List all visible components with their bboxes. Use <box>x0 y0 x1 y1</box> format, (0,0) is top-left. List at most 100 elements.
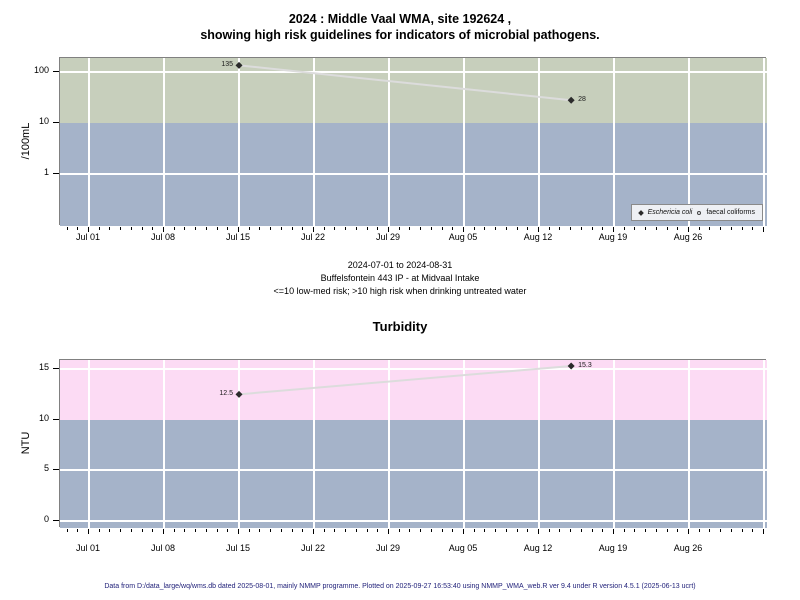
x-axis-tick <box>516 227 518 230</box>
x-axis-tick-label: Jul 22 <box>300 543 326 553</box>
x-axis-tick <box>602 227 604 230</box>
x-axis-tick <box>420 227 422 230</box>
y-axis-tick <box>53 418 59 420</box>
gridline-vertical <box>463 58 465 226</box>
x-axis-tick <box>559 529 561 532</box>
x-axis-tick <box>323 529 325 532</box>
x-axis-tick <box>763 529 764 534</box>
x-axis-tick <box>141 227 143 230</box>
x-axis-tick <box>452 529 454 532</box>
x-axis-tick <box>655 529 657 532</box>
gridline-vertical <box>163 360 165 528</box>
legend-ecoli-label: Eschericia coli <box>647 209 693 216</box>
x-axis-tick <box>302 529 304 532</box>
gridline-vertical <box>163 58 165 226</box>
high-risk-band <box>60 58 767 123</box>
gridline-vertical <box>613 360 615 528</box>
x-axis-tick-label: Aug 26 <box>673 232 703 242</box>
x-axis-tick <box>570 529 572 532</box>
ecoli-marker-icon <box>637 209 644 216</box>
x-axis-tick <box>77 529 79 532</box>
x-axis-tick <box>227 529 229 532</box>
x-axis-tick-label: Jul 29 <box>375 543 401 553</box>
x-axis-tick <box>623 227 625 230</box>
x-axis-tick <box>173 529 175 532</box>
y-axis-tick <box>53 173 59 174</box>
x-axis-tick <box>709 529 711 532</box>
x-axis-tick <box>152 529 154 532</box>
x-axis-tick <box>88 529 89 534</box>
x-axis-tick <box>655 227 657 230</box>
gridline-vertical <box>763 360 765 528</box>
x-axis-tick <box>152 227 154 230</box>
x-axis-tick <box>709 227 711 230</box>
y-axis-tick <box>53 122 59 123</box>
x-axis-tick <box>645 529 647 532</box>
x-axis-tick <box>259 529 261 532</box>
x-axis-tick <box>130 227 132 230</box>
data-point-value-label: 135 <box>221 61 233 69</box>
series-layer <box>235 61 575 104</box>
x-axis-tick <box>441 529 443 532</box>
x-axis-tick <box>548 227 550 230</box>
x-axis-tick <box>463 529 464 534</box>
gridline-vertical <box>88 58 90 226</box>
x-axis-tick <box>355 227 357 230</box>
x-axis-tick <box>238 529 239 534</box>
gridline-horizontal <box>60 368 767 370</box>
x-axis-tick <box>430 227 432 230</box>
x-axis-tick <box>398 529 400 532</box>
x-axis-tick <box>495 227 497 230</box>
y-axis-tick <box>53 520 59 521</box>
y-axis-tick-label: 10 <box>38 116 49 126</box>
y-axis-tick-label: 15 <box>38 362 49 372</box>
x-axis-tick <box>98 529 100 532</box>
x-axis-tick <box>345 529 347 532</box>
x-axis-tick <box>238 227 239 232</box>
x-axis-tick-label: Aug 12 <box>523 543 553 553</box>
caption-site: Buffelsfontein 443 IP - at Midvaal Intak… <box>320 273 480 283</box>
x-axis-tick <box>205 227 207 230</box>
x-axis-tick <box>634 529 636 532</box>
x-axis-tick <box>130 529 132 532</box>
x-axis-tick <box>173 227 175 230</box>
y-axis-tick-label: 0 <box>43 514 49 524</box>
x-axis-tick <box>752 529 754 532</box>
ecoli-y-axis-label: /100mL <box>20 122 32 160</box>
low-risk-band <box>60 419 767 528</box>
y-axis-tick-label: 5 <box>43 463 49 474</box>
x-axis-tick-label: Aug 12 <box>523 232 553 242</box>
x-axis-tick <box>720 227 722 230</box>
x-axis-tick <box>613 529 614 534</box>
x-axis-tick <box>248 227 250 230</box>
x-axis-tick-label: Aug 26 <box>673 543 703 553</box>
x-axis-tick <box>505 227 507 230</box>
gridline-vertical <box>88 360 90 528</box>
x-axis-tick <box>88 227 89 232</box>
x-axis-tick <box>505 529 507 532</box>
x-axis-tick-label: Aug 19 <box>598 543 628 553</box>
data-point-diamond-icon <box>567 362 575 370</box>
trend-line <box>238 364 572 396</box>
x-axis-tick <box>741 529 743 532</box>
y-axis-tick-label: 100 <box>33 65 49 75</box>
x-axis-tick <box>227 227 229 230</box>
x-axis-tick <box>163 529 164 534</box>
x-axis-tick <box>580 529 582 532</box>
gridline-horizontal <box>60 469 767 472</box>
gridline-horizontal <box>60 520 767 522</box>
x-axis-tick-label: Jul 08 <box>150 232 176 242</box>
x-axis-tick-label: Jul 29 <box>375 232 401 242</box>
data-point-value-label: 28 <box>578 96 586 104</box>
x-axis-tick <box>323 227 325 230</box>
x-axis-tick <box>666 529 668 532</box>
data-point-diamond-icon <box>567 96 575 104</box>
footer-provenance: Data from D:/data_large/wq/wms.db dated … <box>104 583 696 590</box>
x-axis-tick <box>109 227 111 230</box>
x-axis-tick <box>313 227 314 232</box>
x-axis-tick <box>730 227 732 230</box>
turbidity-y-axis-label: NTU <box>20 431 32 455</box>
x-axis-tick <box>602 529 604 532</box>
caption-risk-note: <=10 low-med risk; >10 high risk when dr… <box>273 286 527 296</box>
